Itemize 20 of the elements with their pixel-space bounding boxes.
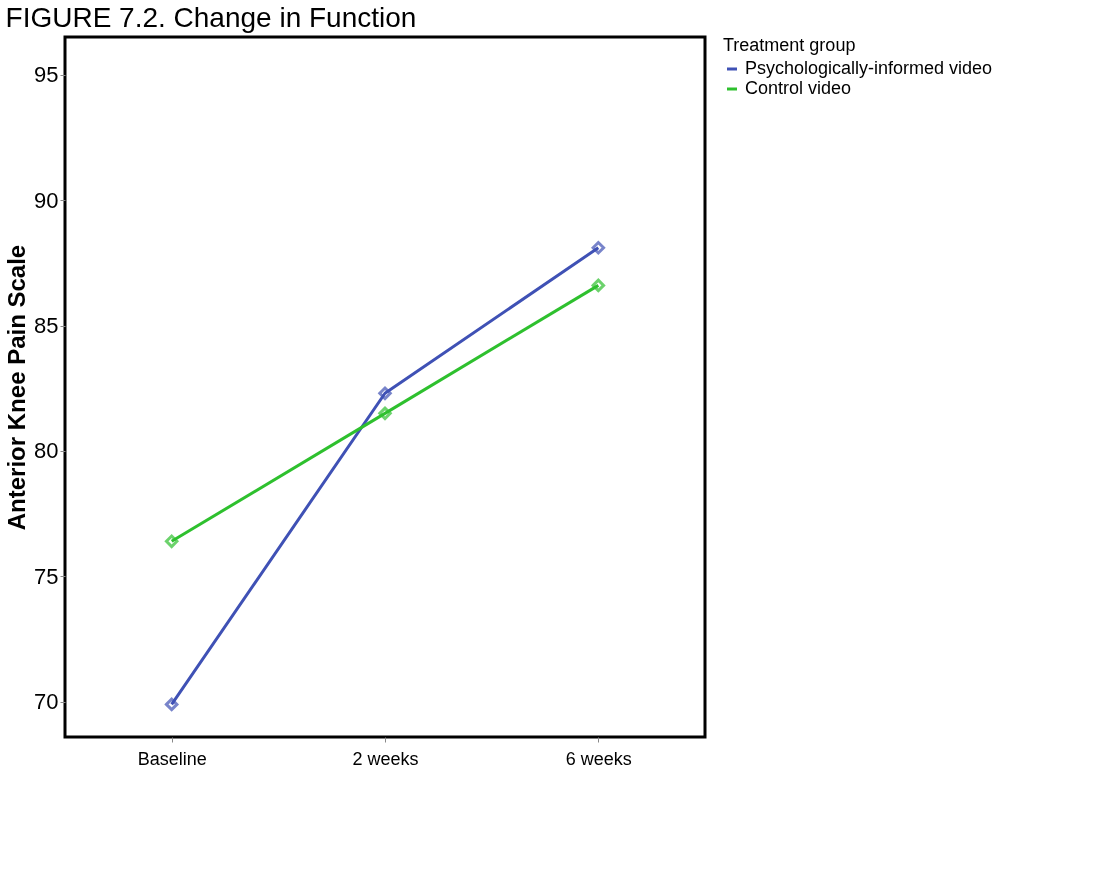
y-tick-label: 90 <box>34 187 59 213</box>
y-tick-label: 70 <box>34 689 59 715</box>
point <box>591 278 606 293</box>
y-tick-label: 80 <box>34 438 59 464</box>
point <box>164 534 179 549</box>
y-axis-title: Anterior Knee Pain Scale <box>3 244 31 531</box>
point <box>378 406 392 421</box>
legend-label: Control video <box>745 78 852 98</box>
chart-title: FIGURE 7.2. Change in Function <box>5 2 417 33</box>
point <box>591 241 606 255</box>
x-tick-label: 2 weeks <box>352 748 419 769</box>
legend-title: Treatment group <box>723 35 856 55</box>
y-tick-label: 75 <box>34 563 59 589</box>
y-tick-label: 95 <box>34 62 59 88</box>
x-tick-label: Baseline <box>137 748 207 769</box>
point <box>378 386 392 401</box>
point <box>164 697 179 712</box>
legend-label: Psychologically-informed video <box>745 58 993 78</box>
x-tick-label: 6 weeks <box>565 748 632 769</box>
y-tick-label: 85 <box>34 313 59 339</box>
